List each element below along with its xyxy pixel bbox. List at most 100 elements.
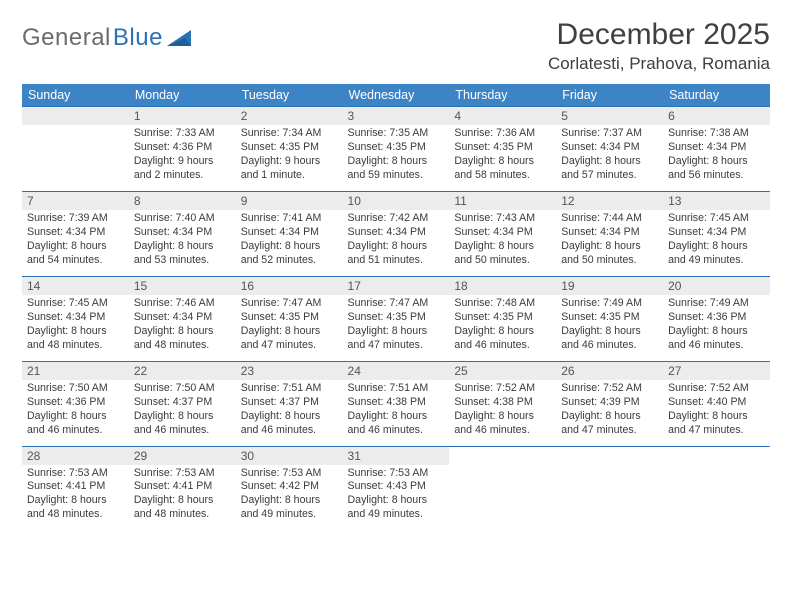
calendar-day-cell: 15Sunrise: 7:46 AMSunset: 4:34 PMDayligh… xyxy=(129,276,236,361)
day-body: Sunrise: 7:50 AMSunset: 4:37 PMDaylight:… xyxy=(129,380,236,446)
day-body: Sunrise: 7:40 AMSunset: 4:34 PMDaylight:… xyxy=(129,210,236,276)
day-body: Sunrise: 7:47 AMSunset: 4:35 PMDaylight:… xyxy=(343,295,450,361)
day-number: 25 xyxy=(449,362,556,380)
day-body: Sunrise: 7:53 AMSunset: 4:41 PMDaylight:… xyxy=(22,465,129,531)
weekday-header: Tuesday xyxy=(236,84,343,107)
calendar-day-cell: 10Sunrise: 7:42 AMSunset: 4:34 PMDayligh… xyxy=(343,191,450,276)
logo: General Blue xyxy=(22,18,193,52)
header: General Blue December 2025 Corlatesti, P… xyxy=(22,18,770,74)
calendar-empty-cell xyxy=(556,446,663,530)
day-number: 24 xyxy=(343,362,450,380)
calendar-day-cell: 7Sunrise: 7:39 AMSunset: 4:34 PMDaylight… xyxy=(22,191,129,276)
day-number: 21 xyxy=(22,362,129,380)
day-body: Sunrise: 7:44 AMSunset: 4:34 PMDaylight:… xyxy=(556,210,663,276)
calendar-day-cell: 23Sunrise: 7:51 AMSunset: 4:37 PMDayligh… xyxy=(236,361,343,446)
day-number: 11 xyxy=(449,192,556,210)
calendar-day-cell: 1Sunrise: 7:33 AMSunset: 4:36 PMDaylight… xyxy=(129,107,236,192)
calendar-empty-cell xyxy=(22,107,129,192)
location: Corlatesti, Prahova, Romania xyxy=(548,54,770,74)
day-number: 7 xyxy=(22,192,129,210)
day-number: 10 xyxy=(343,192,450,210)
weekday-header: Thursday xyxy=(449,84,556,107)
calendar-day-cell: 8Sunrise: 7:40 AMSunset: 4:34 PMDaylight… xyxy=(129,191,236,276)
day-number: 4 xyxy=(449,107,556,125)
day-number: 26 xyxy=(556,362,663,380)
logo-triangle-icon xyxy=(167,28,193,48)
day-number: 1 xyxy=(129,107,236,125)
day-number: 3 xyxy=(343,107,450,125)
day-body: Sunrise: 7:45 AMSunset: 4:34 PMDaylight:… xyxy=(663,210,770,276)
calendar-day-cell: 22Sunrise: 7:50 AMSunset: 4:37 PMDayligh… xyxy=(129,361,236,446)
day-body: Sunrise: 7:53 AMSunset: 4:41 PMDaylight:… xyxy=(129,465,236,531)
day-number: 20 xyxy=(663,277,770,295)
calendar-empty-cell xyxy=(449,446,556,530)
calendar-day-cell: 13Sunrise: 7:45 AMSunset: 4:34 PMDayligh… xyxy=(663,191,770,276)
calendar-day-cell: 18Sunrise: 7:48 AMSunset: 4:35 PMDayligh… xyxy=(449,276,556,361)
day-number: 27 xyxy=(663,362,770,380)
day-body: Sunrise: 7:47 AMSunset: 4:35 PMDaylight:… xyxy=(236,295,343,361)
day-number: 13 xyxy=(663,192,770,210)
day-body: Sunrise: 7:49 AMSunset: 4:36 PMDaylight:… xyxy=(663,295,770,361)
day-number: 16 xyxy=(236,277,343,295)
calendar-row: 14Sunrise: 7:45 AMSunset: 4:34 PMDayligh… xyxy=(22,276,770,361)
calendar-day-cell: 26Sunrise: 7:52 AMSunset: 4:39 PMDayligh… xyxy=(556,361,663,446)
day-body: Sunrise: 7:52 AMSunset: 4:39 PMDaylight:… xyxy=(556,380,663,446)
calendar-day-cell: 5Sunrise: 7:37 AMSunset: 4:34 PMDaylight… xyxy=(556,107,663,192)
day-number: 23 xyxy=(236,362,343,380)
day-number: 6 xyxy=(663,107,770,125)
month-title: December 2025 xyxy=(548,18,770,52)
day-body: Sunrise: 7:42 AMSunset: 4:34 PMDaylight:… xyxy=(343,210,450,276)
calendar-day-cell: 31Sunrise: 7:53 AMSunset: 4:43 PMDayligh… xyxy=(343,446,450,530)
calendar-day-cell: 4Sunrise: 7:36 AMSunset: 4:35 PMDaylight… xyxy=(449,107,556,192)
calendar-row: 7Sunrise: 7:39 AMSunset: 4:34 PMDaylight… xyxy=(22,191,770,276)
day-number: 5 xyxy=(556,107,663,125)
day-number: 15 xyxy=(129,277,236,295)
day-body: Sunrise: 7:51 AMSunset: 4:37 PMDaylight:… xyxy=(236,380,343,446)
calendar-empty-cell xyxy=(663,446,770,530)
day-body: Sunrise: 7:45 AMSunset: 4:34 PMDaylight:… xyxy=(22,295,129,361)
day-body: Sunrise: 7:46 AMSunset: 4:34 PMDaylight:… xyxy=(129,295,236,361)
day-number: 12 xyxy=(556,192,663,210)
day-body: Sunrise: 7:36 AMSunset: 4:35 PMDaylight:… xyxy=(449,125,556,191)
day-number: 17 xyxy=(343,277,450,295)
calendar-day-cell: 27Sunrise: 7:52 AMSunset: 4:40 PMDayligh… xyxy=(663,361,770,446)
day-number: 19 xyxy=(556,277,663,295)
calendar-row: 1Sunrise: 7:33 AMSunset: 4:36 PMDaylight… xyxy=(22,107,770,192)
calendar-row: 28Sunrise: 7:53 AMSunset: 4:41 PMDayligh… xyxy=(22,446,770,530)
day-number: 22 xyxy=(129,362,236,380)
calendar-day-cell: 6Sunrise: 7:38 AMSunset: 4:34 PMDaylight… xyxy=(663,107,770,192)
day-number: 14 xyxy=(22,277,129,295)
day-number: 8 xyxy=(129,192,236,210)
day-number: 9 xyxy=(236,192,343,210)
day-body: Sunrise: 7:41 AMSunset: 4:34 PMDaylight:… xyxy=(236,210,343,276)
day-number: 2 xyxy=(236,107,343,125)
weekday-header: Friday xyxy=(556,84,663,107)
day-body: Sunrise: 7:38 AMSunset: 4:34 PMDaylight:… xyxy=(663,125,770,191)
day-body: Sunrise: 7:34 AMSunset: 4:35 PMDaylight:… xyxy=(236,125,343,191)
empty-day-number xyxy=(22,107,129,125)
day-number: 29 xyxy=(129,447,236,465)
weekday-header-row: SundayMondayTuesdayWednesdayThursdayFrid… xyxy=(22,84,770,107)
day-body: Sunrise: 7:52 AMSunset: 4:38 PMDaylight:… xyxy=(449,380,556,446)
calendar-day-cell: 14Sunrise: 7:45 AMSunset: 4:34 PMDayligh… xyxy=(22,276,129,361)
calendar-day-cell: 28Sunrise: 7:53 AMSunset: 4:41 PMDayligh… xyxy=(22,446,129,530)
day-body: Sunrise: 7:49 AMSunset: 4:35 PMDaylight:… xyxy=(556,295,663,361)
calendar-day-cell: 17Sunrise: 7:47 AMSunset: 4:35 PMDayligh… xyxy=(343,276,450,361)
day-body: Sunrise: 7:51 AMSunset: 4:38 PMDaylight:… xyxy=(343,380,450,446)
day-body: Sunrise: 7:52 AMSunset: 4:40 PMDaylight:… xyxy=(663,380,770,446)
day-body: Sunrise: 7:33 AMSunset: 4:36 PMDaylight:… xyxy=(129,125,236,191)
logo-text-general: General xyxy=(22,24,111,52)
logo-text-blue: Blue xyxy=(113,24,163,52)
calendar-row: 21Sunrise: 7:50 AMSunset: 4:36 PMDayligh… xyxy=(22,361,770,446)
weekday-header: Wednesday xyxy=(343,84,450,107)
day-body: Sunrise: 7:37 AMSunset: 4:34 PMDaylight:… xyxy=(556,125,663,191)
day-body: Sunrise: 7:50 AMSunset: 4:36 PMDaylight:… xyxy=(22,380,129,446)
calendar-day-cell: 20Sunrise: 7:49 AMSunset: 4:36 PMDayligh… xyxy=(663,276,770,361)
weekday-header: Monday xyxy=(129,84,236,107)
day-body: Sunrise: 7:35 AMSunset: 4:35 PMDaylight:… xyxy=(343,125,450,191)
calendar-day-cell: 30Sunrise: 7:53 AMSunset: 4:42 PMDayligh… xyxy=(236,446,343,530)
day-number: 30 xyxy=(236,447,343,465)
day-body: Sunrise: 7:53 AMSunset: 4:42 PMDaylight:… xyxy=(236,465,343,531)
calendar-day-cell: 16Sunrise: 7:47 AMSunset: 4:35 PMDayligh… xyxy=(236,276,343,361)
day-body: Sunrise: 7:48 AMSunset: 4:35 PMDaylight:… xyxy=(449,295,556,361)
